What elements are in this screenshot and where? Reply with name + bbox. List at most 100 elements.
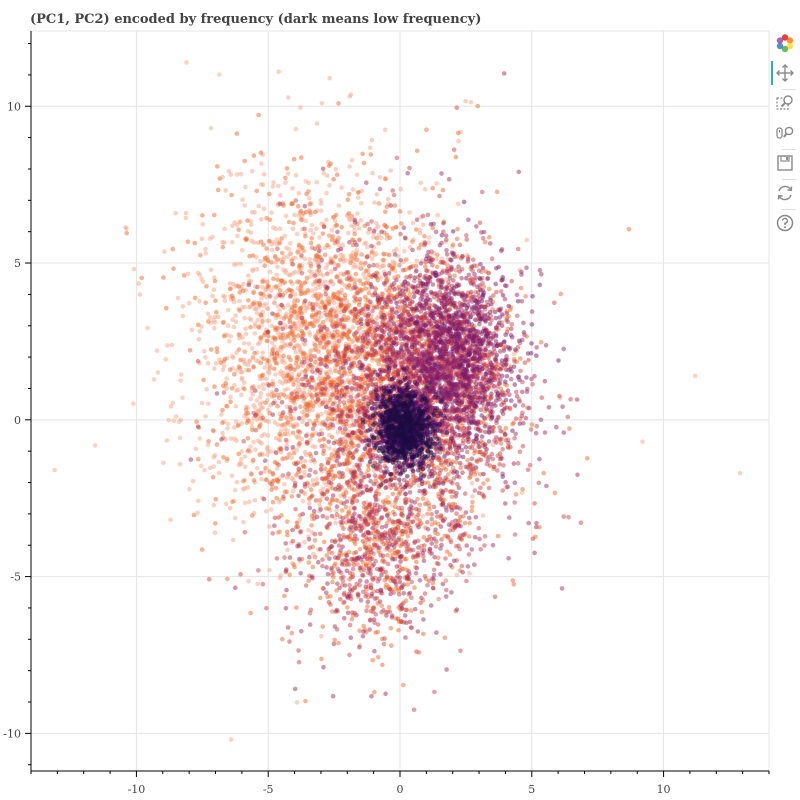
scatter-point (277, 288, 283, 293)
scatter-point (280, 473, 286, 478)
scatter-point (139, 275, 144, 281)
scatter-point (561, 514, 567, 519)
scatter-point (277, 308, 282, 313)
scatter-point (225, 307, 231, 313)
scatter-point (450, 242, 456, 247)
scatter-point (251, 439, 256, 445)
scatter-point (197, 329, 202, 334)
scatter-point (350, 187, 356, 192)
scatter-point (284, 166, 290, 171)
scatter-point (264, 418, 270, 424)
scatter-point (398, 619, 404, 624)
scatter-point (284, 443, 289, 448)
scatter-point (329, 416, 335, 422)
scatter-point (387, 609, 393, 614)
scatter-point (280, 260, 285, 265)
scatter-point (273, 372, 278, 377)
scatter-point (277, 226, 283, 231)
scatter-point (336, 203, 342, 208)
scatter-point (285, 419, 291, 425)
scatter-point (261, 386, 266, 392)
scatter-point (404, 275, 409, 280)
scatter-point (558, 291, 564, 297)
scatter-point (175, 295, 181, 301)
scatter-point (234, 368, 239, 373)
scatter-point (278, 416, 284, 422)
scatter-point (437, 193, 442, 199)
scatter-point (267, 567, 272, 573)
scatter-point (346, 329, 352, 335)
scatter-point (424, 538, 430, 543)
scatter-point (272, 357, 277, 362)
scatter-point (390, 188, 396, 193)
scatter-point (280, 636, 285, 642)
scatter-point (254, 188, 260, 194)
scatter-point (265, 306, 271, 311)
scatter-point (470, 494, 475, 499)
scatter-point (518, 356, 523, 361)
scatter-point (250, 268, 256, 274)
scatter-point (314, 386, 320, 391)
scatter-point (281, 392, 287, 398)
scatter-point (213, 361, 219, 366)
scatter-point (290, 538, 296, 544)
scatter-point (278, 348, 284, 353)
scatter-point (243, 236, 248, 241)
scatter-point (306, 180, 312, 186)
scatter-point (305, 407, 310, 413)
scatter-point (236, 336, 242, 341)
scatter-point (383, 176, 388, 182)
scatter-points[interactable] (52, 60, 743, 742)
scatter-point (284, 373, 290, 379)
scatter-point (275, 312, 281, 318)
scatter-point (329, 237, 335, 243)
scatter-point (341, 253, 346, 258)
scatter-point (290, 262, 295, 267)
scatter-point (369, 219, 374, 224)
scatter-point (355, 211, 360, 216)
scatter-point (391, 265, 396, 271)
scatter-point (242, 304, 248, 310)
scatter-point (326, 299, 332, 305)
scatter-point (333, 368, 338, 374)
scatter-point (293, 506, 298, 512)
scatter-point (308, 349, 313, 355)
scatter-point (274, 556, 280, 561)
scatter-point (355, 290, 361, 296)
scatter-point (297, 264, 302, 269)
scatter-point (227, 339, 232, 344)
scatter-point (207, 465, 213, 471)
scatter-point (512, 532, 518, 537)
scatter-point (372, 689, 377, 695)
scatter-point (518, 368, 523, 374)
scatter-point (420, 213, 426, 219)
scatter-point (203, 414, 208, 419)
scatter-point (282, 482, 287, 487)
scatter-point (305, 288, 311, 293)
scatter-point (335, 290, 341, 295)
scatter-point (296, 372, 302, 378)
scatter-point (292, 310, 297, 315)
scatter-point (306, 195, 312, 201)
scatter-point (307, 610, 313, 616)
scatter-point (328, 501, 333, 507)
scatter-point (264, 246, 269, 251)
scatter-point (258, 470, 264, 476)
scatter-point (241, 478, 246, 484)
scatter-point (233, 419, 239, 425)
scatter-point (336, 640, 341, 646)
scatter-point (183, 210, 189, 216)
scatter-point (242, 349, 247, 354)
scatter-point (178, 378, 183, 383)
scatter-point (230, 537, 236, 543)
scatter-point (277, 575, 283, 581)
scatter-point (426, 240, 432, 245)
scatter-point (230, 499, 235, 505)
scatter-point (326, 426, 331, 431)
scatter-point (520, 486, 525, 492)
scatter-point (421, 631, 426, 637)
scatter-point (275, 303, 281, 309)
scatter-point (385, 494, 391, 500)
scatter-point (225, 323, 231, 328)
scatter-point (250, 355, 256, 360)
